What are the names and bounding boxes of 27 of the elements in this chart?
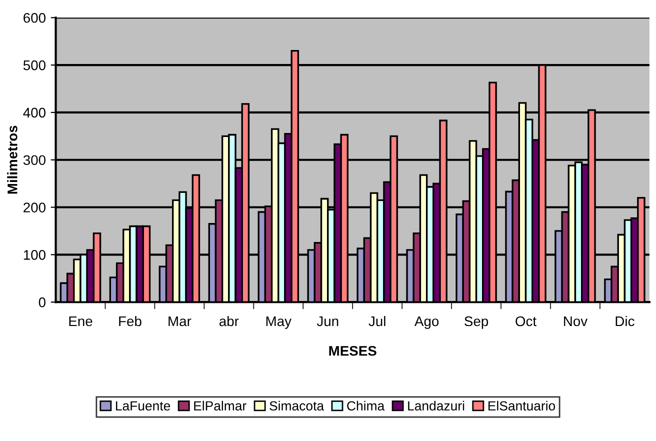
x-tick-label: Mar: [168, 316, 192, 326]
y-axis-title: Milimetros: [7, 126, 18, 194]
y-tick-label: 300: [23, 155, 46, 166]
x-tick-label: Nov: [564, 316, 588, 326]
x-tick-label: Dic: [616, 316, 634, 326]
x-tick-label: Ene: [69, 316, 92, 326]
y-tick-label: 0: [38, 297, 46, 308]
y-tick-label: 600: [24, 12, 46, 23]
x-tick-label: abr: [219, 316, 239, 326]
legend-label: ElSantuario: [488, 400, 556, 411]
x-axis-title: MESES: [329, 346, 376, 356]
x-tick-label: Ago: [414, 316, 439, 329]
x-tick-label: Sep: [464, 316, 488, 329]
y-tick-label: 500: [23, 60, 46, 70]
legend-label: ElPalmar: [194, 400, 246, 411]
x-tick-label: May: [266, 316, 292, 329]
x-tick-label: Jul: [368, 316, 386, 326]
x-tick-label: Jun: [316, 316, 338, 326]
legend-label: LaFuente: [116, 401, 170, 411]
y-tick-label: 200: [24, 202, 46, 212]
legend-label: Landazuri: [408, 400, 464, 411]
legend-label: Simacota: [270, 400, 324, 411]
y-tick-label: 400: [23, 108, 46, 118]
x-tick-label: Oct: [516, 316, 536, 326]
y-tick-label: 100: [24, 250, 46, 260]
x-tick-label: Feb: [119, 316, 142, 326]
legend-label: Chima: [347, 400, 385, 411]
